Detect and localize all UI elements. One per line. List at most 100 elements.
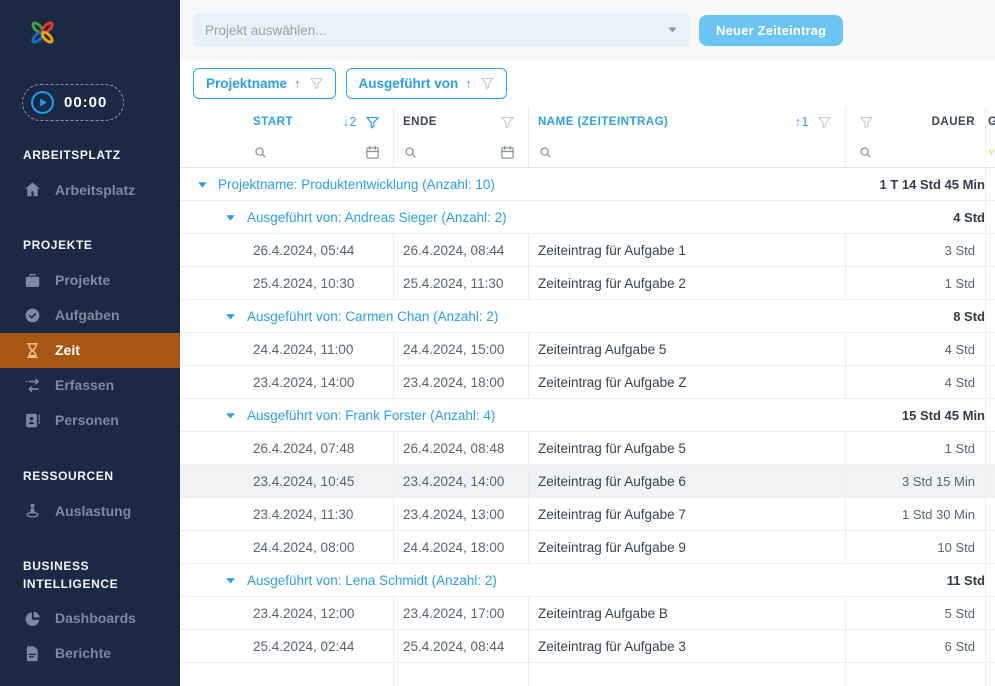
collapse-caret-icon[interactable]: [225, 575, 236, 586]
timer-value: 00:00: [64, 94, 108, 111]
briefcase-icon: [23, 271, 42, 290]
sort-indicator: ↓2: [342, 115, 357, 129]
entry-name: Zeiteintrag für Aufgabe 3: [528, 630, 845, 662]
entry-start: 23.4.2024, 14:00: [253, 374, 355, 390]
collapse-caret-icon[interactable]: [197, 179, 208, 190]
play-icon: [30, 90, 55, 115]
sidebar-item-personen[interactable]: Personen: [0, 403, 180, 438]
sidebar-item-erfassen[interactable]: Erfassen: [0, 368, 180, 403]
entry-duration: 3 Std 15 Min: [845, 465, 985, 497]
time-entry-row[interactable]: 23.4.2024, 10:45 23.4.2024, 14:00 Zeiteint…: [180, 465, 995, 498]
search-icon: [253, 145, 268, 160]
filter-funnel-icon[interactable]: [308, 75, 325, 92]
search-filter-duration[interactable]: [845, 137, 985, 167]
column-header-start[interactable]: START ↓2: [180, 107, 393, 137]
time-entry-row[interactable]: 25.4.2024, 02:44 25.4.2024, 08:44 Zeiteint…: [180, 630, 995, 663]
column-label: ENDE: [403, 116, 437, 128]
filter-funnel-icon[interactable]: [479, 75, 496, 92]
column-header-end[interactable]: ENDE: [393, 107, 528, 137]
clipped-next-column: [985, 498, 995, 530]
chevron-down-icon: [667, 23, 678, 38]
entry-start: 23.4.2024, 10:45: [253, 473, 355, 489]
sidebar-item-zeit[interactable]: Zeit: [0, 332, 180, 368]
table-body: Projektname: Produktentwicklung (Anzahl:…: [180, 168, 995, 686]
entry-name: Zeiteintrag für Aufgabe Z: [528, 366, 845, 398]
collapse-caret-icon[interactable]: [225, 311, 236, 322]
entry-name: Zeiteintrag für Aufgabe 9: [528, 531, 845, 563]
grouping-chip[interactable]: Projektname ↑: [193, 68, 336, 99]
group-label: Projektname: Produktentwicklung (Anzahl:…: [218, 176, 495, 192]
clipped-next-column: [985, 630, 995, 662]
sidebar-item-dashboards[interactable]: Dashboards: [0, 601, 180, 636]
entry-duration: 5 Std: [845, 597, 985, 629]
swap-arrows-icon: [23, 376, 42, 395]
project-group-row[interactable]: Projektname: Produktentwicklung (Anzahl:…: [180, 168, 995, 201]
sidebar-nav: ARBEITSPLATZ Arbeitsplatz PROJEKTE Projekte…: [0, 147, 180, 671]
group-label: Ausgeführt von: Lena Schmidt (Anzahl: 2): [247, 572, 497, 588]
search-filter-end[interactable]: [393, 137, 528, 167]
calendar-icon[interactable]: [499, 144, 516, 161]
filter-funnel-icon[interactable]: [364, 114, 381, 131]
column-label: DAUER: [931, 116, 975, 128]
app-logo: [0, 0, 180, 53]
sidebar-item-auslastung[interactable]: Auslastung: [0, 493, 180, 528]
person-group-row[interactable]: Ausgeführt von: Lena Schmidt (Anzahl: 2)…: [180, 564, 995, 597]
report-icon: [23, 644, 42, 663]
sidebar-item-aufgaben[interactable]: Aufgaben: [0, 298, 180, 333]
time-entry-row[interactable]: 26.4.2024, 07:48 26.4.2024, 08:48 Zeiteint…: [180, 432, 995, 465]
clipped-next-column: [985, 366, 995, 398]
group-label: Ausgeführt von: Frank Forster (Anzahl: 4…: [247, 407, 496, 423]
entry-end: 26.4.2024, 08:48: [393, 432, 528, 464]
time-entry-row[interactable]: 23.4.2024, 14:00 23.4.2024, 18:00 Zeiteint…: [180, 366, 995, 399]
clipped-column-filter-icon: [988, 137, 995, 167]
chip-label: Projektname: [206, 76, 288, 91]
group-label: Ausgeführt von: Andreas Sieger (Anzahl: …: [247, 209, 507, 225]
project-select[interactable]: Projekt auswählen...: [193, 13, 690, 47]
check-circle-icon: [23, 306, 42, 325]
filter-funnel-icon[interactable]: [816, 114, 833, 131]
sidebar-item-projekte[interactable]: Projekte: [0, 263, 180, 298]
time-entry-row[interactable]: 24.4.2024, 11:00 24.4.2024, 15:00 Zeiteint…: [180, 333, 995, 366]
entry-end: 23.4.2024, 18:00: [393, 366, 528, 398]
person-group-row[interactable]: Ausgeführt von: Andreas Sieger (Anzahl: …: [180, 201, 995, 234]
sidebar-item-berichte[interactable]: Berichte: [0, 636, 180, 671]
entry-start: 26.4.2024, 07:48: [253, 440, 355, 456]
sidebar-item-arbeitsplatz[interactable]: Arbeitsplatz: [0, 172, 180, 207]
grouping-chips-row: Projektname ↑ Ausgeführt von ↑: [180, 60, 995, 107]
search-filter-name[interactable]: [528, 137, 845, 167]
time-entry-row[interactable]: 25.4.2024, 10:30 25.4.2024, 11:30 Zeiteint…: [180, 267, 995, 300]
timer-start-button[interactable]: 00:00: [22, 84, 125, 121]
column-label: START: [253, 116, 293, 128]
entry-name: Zeiteintrag für Aufgabe 6: [528, 465, 845, 497]
filter-funnel-icon[interactable]: [499, 114, 516, 131]
sidebar-item-label: Personen: [55, 412, 119, 429]
column-header-duration[interactable]: DAUER: [845, 107, 985, 137]
entry-end: 24.4.2024, 18:00: [393, 531, 528, 563]
entry-start: 25.4.2024, 10:30: [253, 275, 355, 291]
sidebar: 00:00 ARBEITSPLATZ Arbeitsplatz PROJEKTE Pr…: [0, 0, 180, 686]
person-group-row[interactable]: Ausgeführt von: Carmen Chan (Anzahl: 2) 8…: [180, 300, 995, 333]
person-group-row[interactable]: Ausgeführt von: Frank Forster (Anzahl: 4…: [180, 399, 995, 432]
time-entry-row[interactable]: 23.4.2024, 11:30 23.4.2024, 13:00 Zeiteint…: [180, 498, 995, 531]
clipped-next-column: [985, 234, 995, 266]
main-content: Projekt auswählen... Neuer Zeiteintrag P…: [180, 0, 995, 686]
clipped-next-column: [985, 333, 995, 365]
collapse-caret-icon[interactable]: [225, 212, 236, 223]
collapse-caret-icon[interactable]: [225, 410, 236, 421]
calendar-icon[interactable]: [364, 144, 381, 161]
grouping-chip[interactable]: Ausgeführt von ↑: [345, 68, 507, 99]
time-entry-row[interactable]: 24.4.2024, 08:00 24.4.2024, 18:00 Zeiteint…: [180, 531, 995, 564]
entry-duration: 1 Std: [845, 432, 985, 464]
sort-asc-arrow: ↑: [465, 76, 472, 91]
sidebar-section-title: ARBEITSPLATZ: [23, 148, 121, 162]
entry-end: 25.4.2024, 11:30: [393, 267, 528, 299]
filter-funnel-icon[interactable]: [858, 114, 875, 131]
column-header-name[interactable]: NAME (ZEITEINTRAG) ↑1: [528, 107, 845, 137]
time-entry-row[interactable]: 26.4.2024, 05:44 26.4.2024, 08:44 Zeiteint…: [180, 234, 995, 267]
entry-start: 24.4.2024, 11:00: [253, 341, 354, 357]
new-time-entry-button[interactable]: Neuer Zeiteintrag: [699, 14, 844, 46]
entry-start: 26.4.2024, 05:44: [253, 242, 355, 258]
time-entry-row[interactable]: 23.4.2024, 12:00 23.4.2024, 17:00 Zeiteint…: [180, 597, 995, 630]
search-filter-start[interactable]: [180, 137, 393, 167]
